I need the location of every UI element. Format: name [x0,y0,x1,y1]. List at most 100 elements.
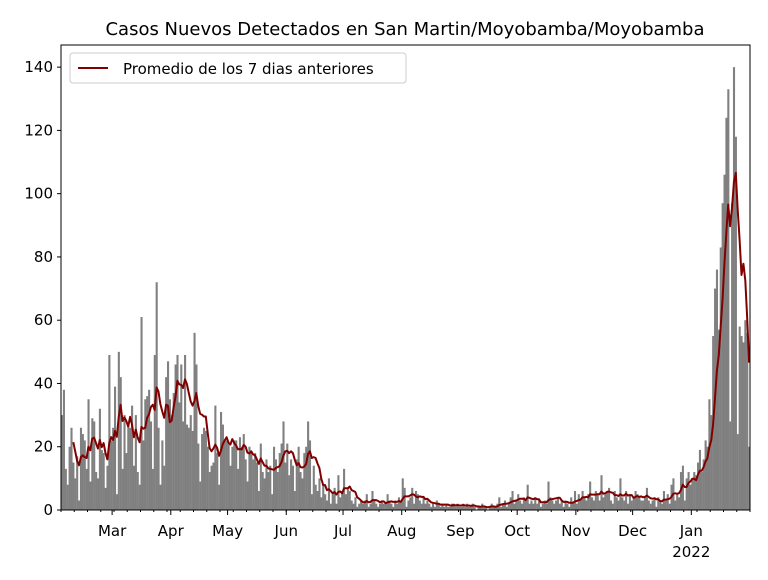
bar [151,468,154,510]
bar [163,465,166,510]
bar [503,500,507,510]
bar [129,427,132,510]
bar [632,497,635,510]
bar [668,503,671,510]
bar [348,491,351,510]
bar [454,506,457,510]
bar [449,506,452,510]
bar [157,427,160,510]
bar [238,437,242,510]
bar [379,503,382,510]
bar [539,506,542,510]
bar [505,506,508,510]
bar [630,500,633,510]
bar [715,269,719,510]
bar [138,484,141,510]
bar [112,427,115,510]
bar [244,459,247,510]
bar [202,427,206,510]
y-tick-label: 40 [34,374,53,392]
bar [628,494,631,510]
bar [466,503,469,510]
bar [291,465,295,510]
bar [732,67,736,511]
bar [237,468,240,510]
bar [74,478,77,510]
bar [708,399,711,510]
bar [369,503,372,510]
bar [354,497,357,510]
bar [587,494,590,510]
bar [274,459,277,510]
bar [83,440,86,510]
bar [621,497,624,510]
bar [742,342,745,510]
bar [625,491,628,510]
bar [488,506,491,510]
bar [360,500,363,510]
bar [394,500,397,510]
bar [293,491,296,510]
bar [276,472,279,510]
bar [172,392,175,510]
bar [187,427,190,510]
bar [562,506,565,510]
bar [661,503,664,510]
bar [591,497,594,510]
bar [729,421,732,510]
bar [437,503,440,510]
bar [265,459,268,510]
bar [579,500,582,510]
bar [384,503,387,510]
bar [280,443,283,510]
bar [405,506,408,510]
bar [373,500,376,510]
bar [269,465,272,510]
bar [64,468,67,510]
bar [259,443,262,510]
bar [572,503,575,510]
bar [430,506,433,510]
bar [333,487,336,510]
bar [640,500,643,510]
bar [416,494,419,510]
bar [551,500,554,510]
bar [581,491,584,510]
bar [647,500,650,510]
bar [676,494,679,510]
bar [70,427,73,510]
bar [93,421,96,510]
bar [443,506,446,510]
bar [363,500,366,510]
bar [471,503,474,510]
bar [134,415,137,510]
bar [555,500,558,510]
bar [191,430,194,510]
bar [235,440,238,510]
bar [220,411,223,510]
x-tick-label: Oct [504,522,530,540]
bar [613,491,616,510]
bar [390,503,393,510]
bar [76,456,79,510]
bar [131,405,134,510]
bar [297,446,300,510]
bar [545,503,548,510]
bar [683,500,686,510]
y-tick-label: 100 [24,185,53,203]
bar [352,503,355,510]
bar [534,497,537,510]
bar [655,506,658,510]
bar [261,472,264,510]
bar [100,449,103,510]
bar [645,487,648,510]
bar [119,377,122,510]
bar [740,336,743,510]
bar [295,459,298,510]
bar [106,465,109,510]
bar [72,462,75,510]
bar [201,434,204,510]
bar [197,443,200,510]
bar [543,500,546,510]
bar [653,497,656,510]
